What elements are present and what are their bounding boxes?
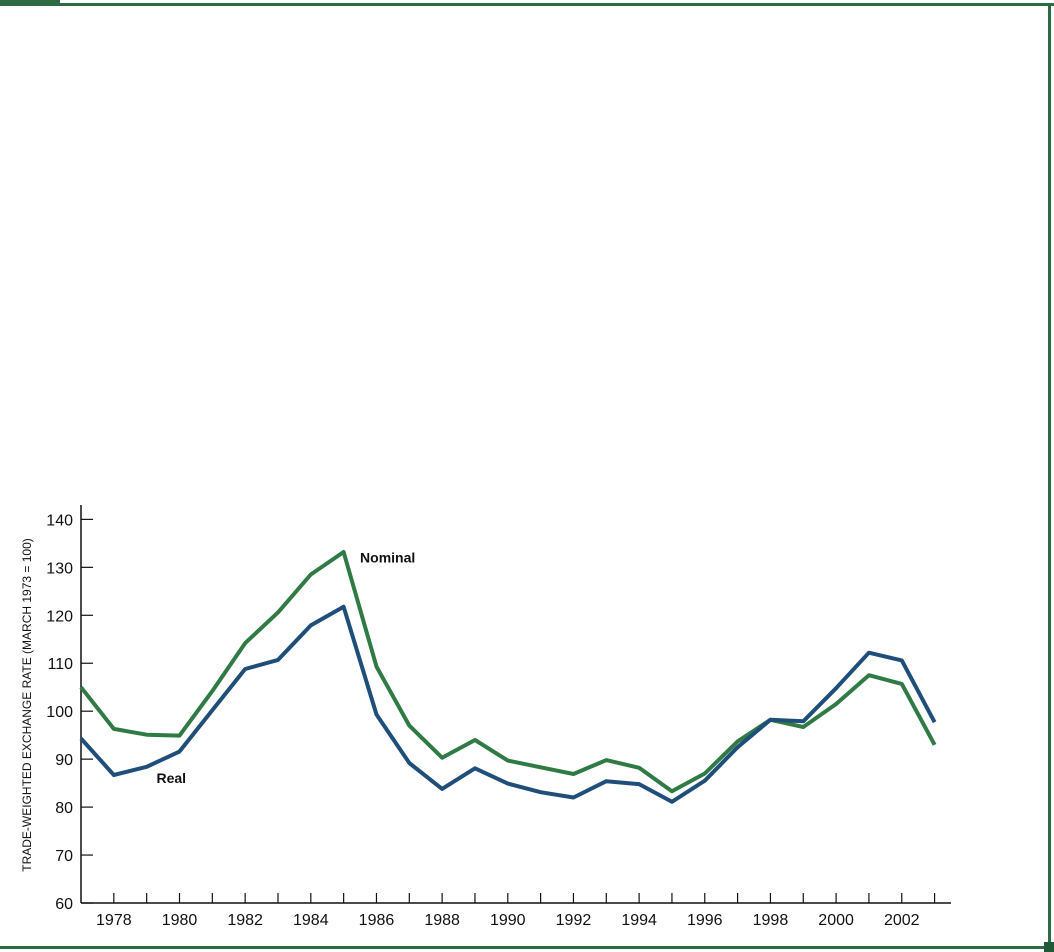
top-border (0, 0, 1054, 8)
y-axis-title: TRADE-WEIGHTED EXCHANGE RATE (MARCH 1973… (20, 538, 34, 872)
y-tick-label: 120 (46, 608, 73, 625)
series-line-real (79, 604, 937, 804)
x-tick-label: 1992 (556, 912, 592, 929)
x-tick-label: 2000 (818, 912, 854, 929)
x-tick-label: 2002 (884, 912, 920, 929)
y-tick-label: 60 (55, 896, 73, 913)
y-tick-label: 90 (55, 752, 73, 769)
y-tick-label: 130 (46, 560, 73, 577)
right-border (1048, 3, 1051, 947)
y-tick-label: 110 (47, 656, 73, 673)
x-tick-label: 1998 (753, 912, 789, 929)
y-tick-label: 80 (55, 800, 73, 817)
y-tick-label: 100 (46, 704, 73, 721)
x-tick-label: 1996 (687, 912, 723, 929)
x-tick-label: 1980 (162, 912, 198, 929)
x-tick-label: 1994 (621, 912, 657, 929)
x-tick-label: 1990 (490, 912, 526, 929)
x-tick-label: 1986 (359, 912, 395, 929)
x-tick-label: 1988 (424, 912, 460, 929)
x-tick-label: 1982 (227, 912, 263, 929)
x-tick-label: 1984 (293, 912, 329, 929)
y-tick-label: 70 (55, 848, 73, 865)
series-line-nominal (79, 550, 937, 794)
y-tick-label: 140 (46, 512, 73, 529)
title-fragment (0, 0, 60, 4)
x-tick-label: 1978 (96, 912, 132, 929)
series-label-nominal: Nominal (360, 550, 415, 566)
corner-mark (1044, 942, 1054, 952)
bottom-border (0, 946, 1054, 949)
series-label-real: Real (157, 770, 187, 786)
